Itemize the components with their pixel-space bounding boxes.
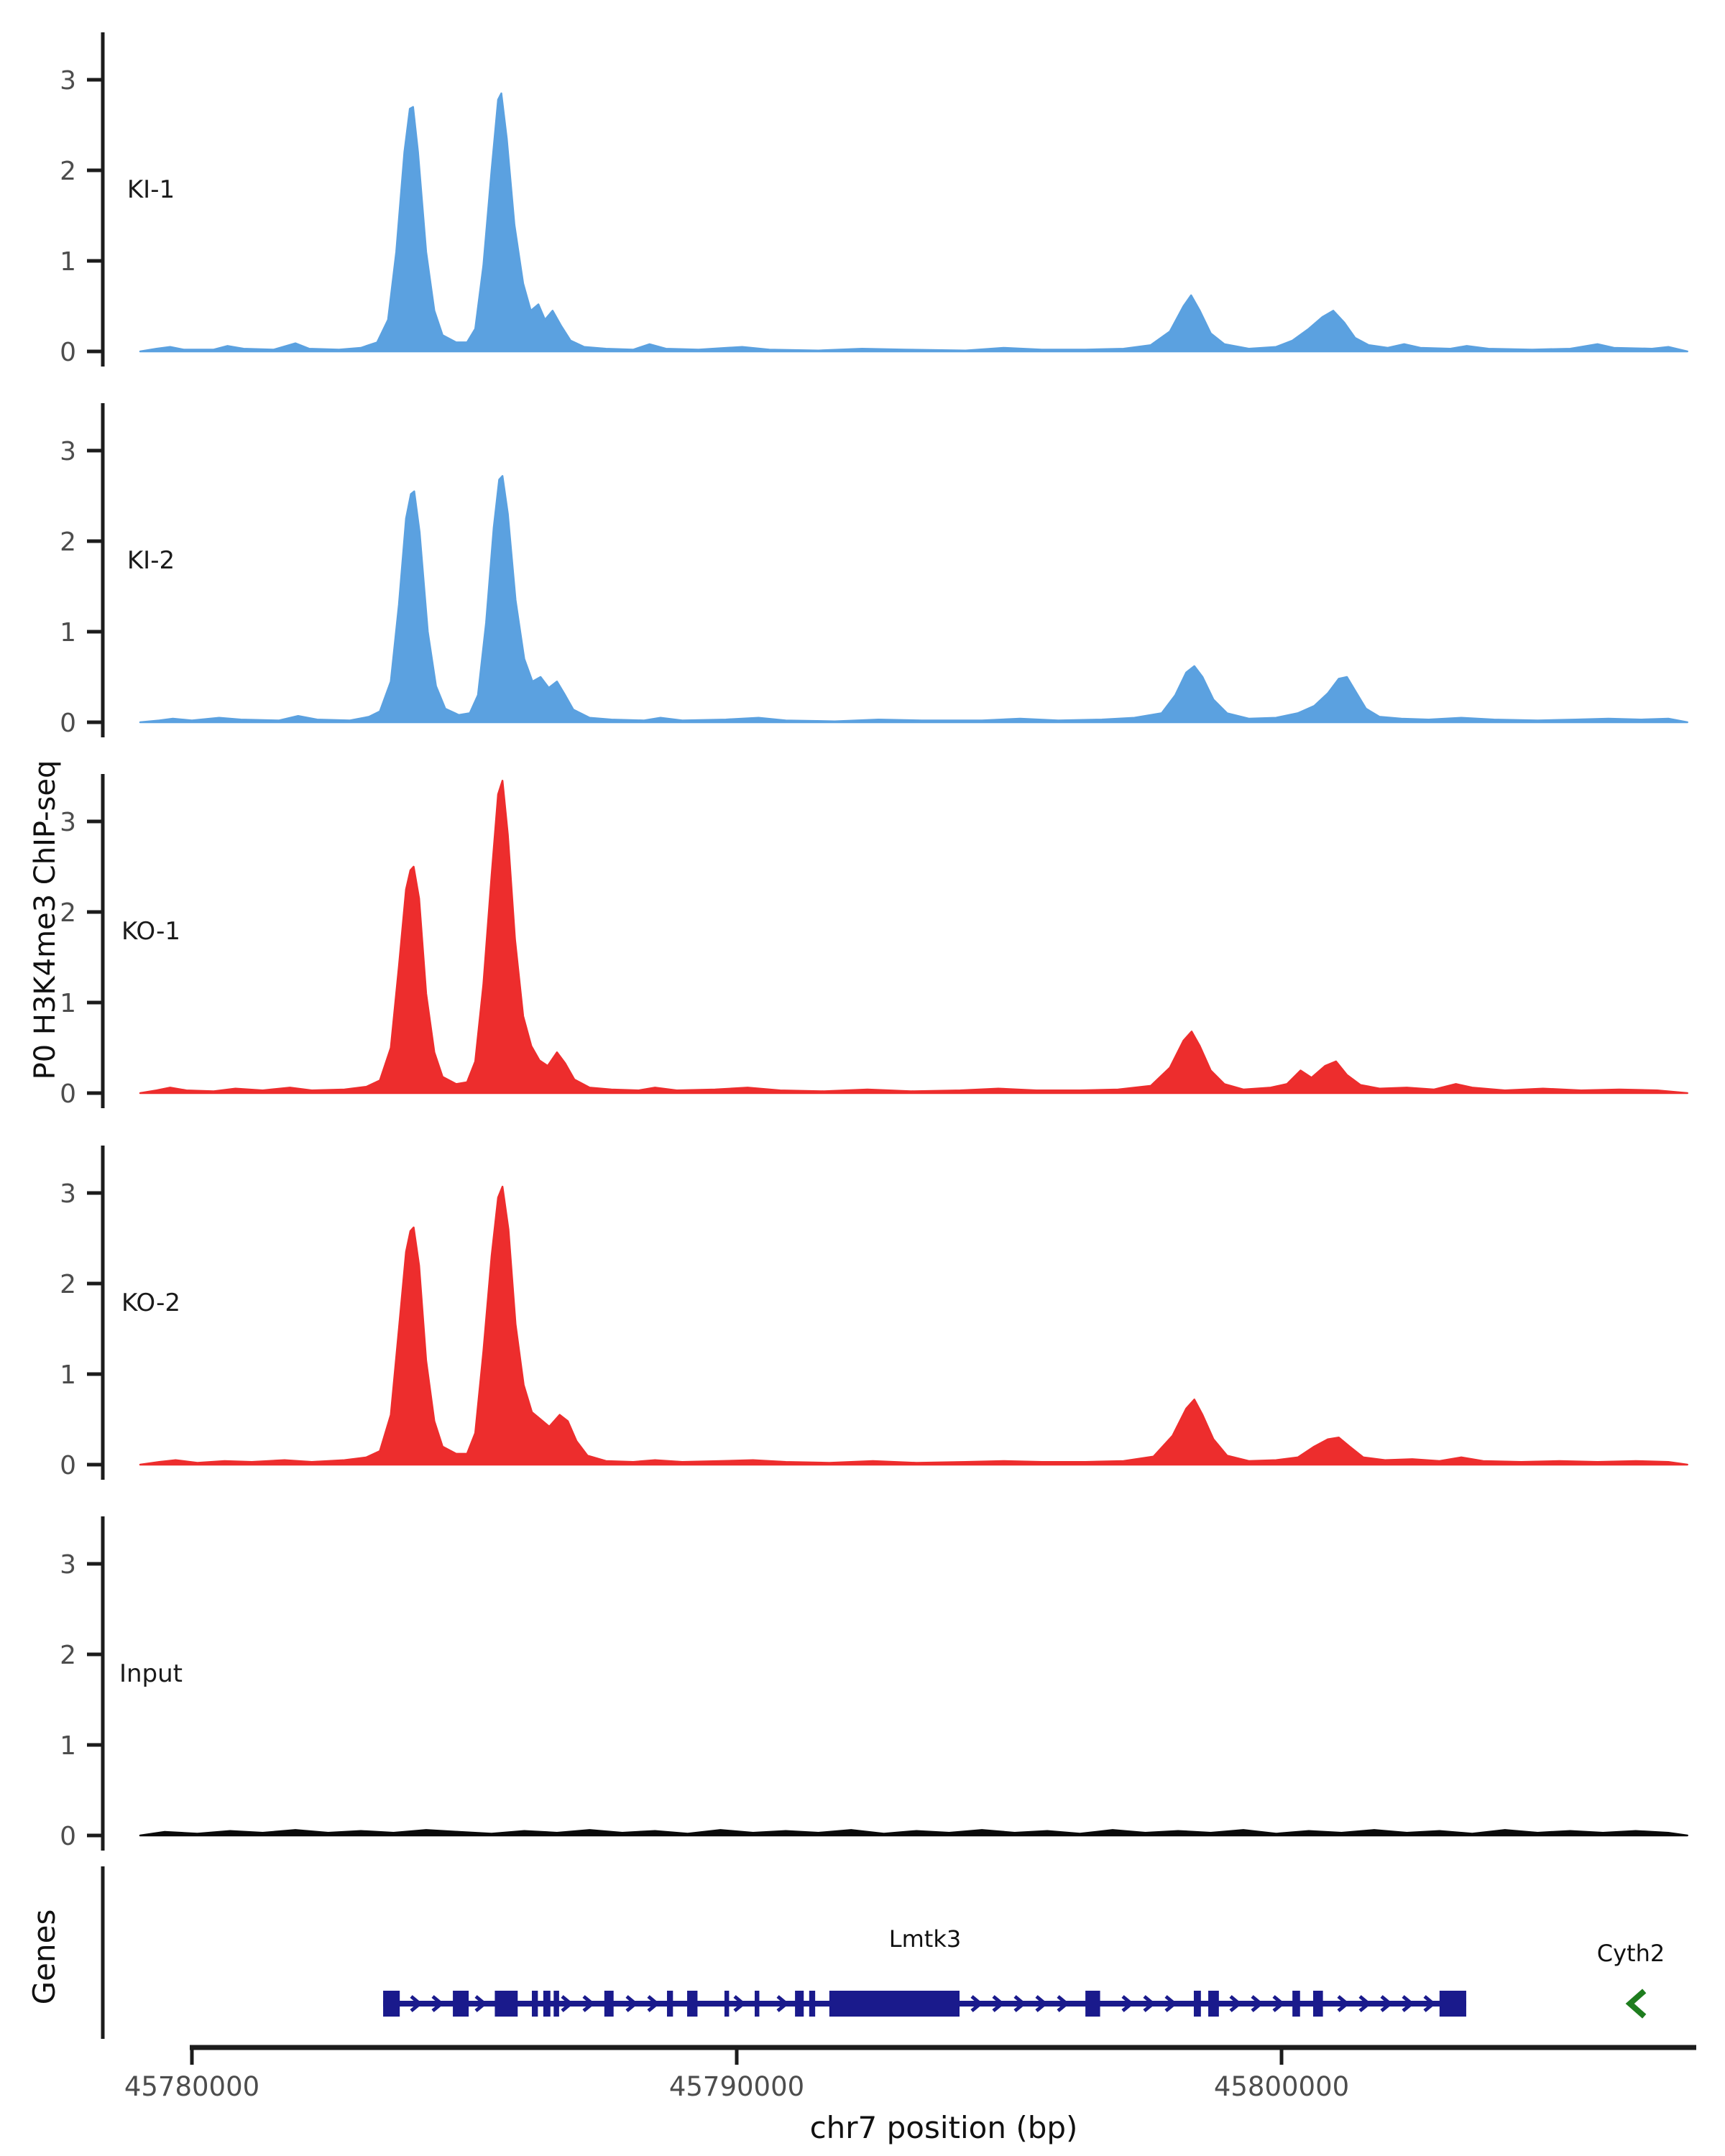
y-tick-label: 0 — [60, 709, 76, 738]
signal-area-ki-1 — [139, 92, 1688, 353]
strand-arrow-forward-icon — [1272, 1995, 1285, 2012]
exon-block — [1312, 1991, 1323, 2017]
strand-arrow-forward-icon — [1057, 1995, 1070, 2012]
strand-arrow-forward-icon — [582, 1995, 595, 2012]
strand-arrow-forward-icon — [1380, 1995, 1393, 2012]
y-tick-label: 1 — [60, 247, 76, 277]
strand-arrow-forward-icon — [1423, 1995, 1436, 2012]
exon-block — [1439, 1991, 1466, 2017]
strand-arrow-forward-icon — [970, 1995, 983, 2012]
x-tick-label-45800000: 45800000 — [1213, 2071, 1350, 2102]
strand-arrow-forward-icon — [561, 1995, 574, 2012]
y-tick-label: 3 — [60, 1179, 76, 1209]
exon-block — [1208, 1991, 1219, 2017]
signal-area-ki-2 — [139, 475, 1688, 724]
y-tick-label: 2 — [60, 1641, 76, 1670]
x-axis-title: chr7 position (bp) — [809, 2110, 1078, 2145]
strand-arrow-forward-icon — [1164, 1995, 1177, 2012]
track-label-ki-1: KI-1 — [126, 175, 175, 204]
exon-block — [543, 1991, 551, 2017]
y-tick-label: 0 — [60, 338, 76, 367]
y-tick-label: 0 — [60, 1451, 76, 1480]
y-tick-label: 3 — [60, 66, 76, 96]
x-tick-label-45790000: 45790000 — [668, 2071, 805, 2102]
exon-block — [604, 1991, 614, 2017]
exon-block — [383, 1991, 400, 2017]
strand-arrow-forward-icon — [1143, 1995, 1156, 2012]
y-tick-label: 1 — [60, 989, 76, 1018]
strand-arrow-forward-icon — [1035, 1995, 1048, 2012]
strand-arrow-forward-icon — [733, 1995, 746, 2012]
x-tick-label-45780000: 45780000 — [124, 2071, 260, 2102]
signal-area-ko-1 — [139, 780, 1688, 1095]
exon-block — [1292, 1991, 1300, 2017]
strand-arrow-forward-icon — [1121, 1995, 1134, 2012]
y-tick-label: 2 — [60, 528, 76, 557]
y-tick-label: 3 — [60, 808, 76, 837]
strand-arrow-forward-icon — [1251, 1995, 1264, 2012]
y-tick-label: 2 — [60, 157, 76, 186]
gene-label-lmtk3: Lmtk3 — [888, 1925, 962, 1953]
exon-block — [687, 1991, 698, 2017]
strand-arrow-forward-icon — [1337, 1995, 1350, 2012]
y-axis-title: P0 H3K4me3 ChIP-seq — [29, 760, 62, 1080]
exon-block — [1193, 1991, 1201, 2017]
track-label-ko-1: KO-1 — [121, 917, 181, 946]
y-tick-label: 3 — [60, 437, 76, 466]
y-tick-label: 1 — [60, 618, 76, 648]
y-tick-label: 2 — [60, 1270, 76, 1299]
y-tick-label: 2 — [60, 898, 76, 928]
exon-block — [809, 1991, 816, 2017]
strand-arrow-forward-icon — [1402, 1995, 1414, 2012]
y-tick-label: 0 — [60, 1822, 76, 1851]
strand-arrow-forward-icon — [1229, 1995, 1242, 2012]
strand-arrow-forward-icon — [474, 1995, 487, 2012]
exon-block — [494, 1991, 518, 2017]
y-tick-label: 1 — [60, 1360, 76, 1390]
y-tick-label: 0 — [60, 1079, 76, 1109]
y-tick-label: 1 — [60, 1731, 76, 1761]
exon-block — [531, 1991, 538, 2017]
track-label-input: Input — [119, 1659, 183, 1688]
strand-arrow-forward-icon — [776, 1995, 789, 2012]
strand-arrow-forward-icon — [647, 1995, 660, 2012]
y-tick-label: 3 — [60, 1550, 76, 1580]
exon-block — [724, 1991, 730, 2017]
genes-panel-title: Genes — [27, 1909, 62, 2005]
exon-block — [755, 1991, 760, 2017]
track-label-ki-2: KI-2 — [126, 546, 175, 575]
signal-area-input — [139, 1829, 1688, 1837]
exon-block — [1085, 1991, 1100, 2017]
track-label-ko-2: KO-2 — [121, 1289, 181, 1317]
strand-arrow-forward-icon — [431, 1995, 444, 2012]
gene-label-cyth2: Cyth2 — [1596, 1940, 1665, 1967]
exon-block — [795, 1991, 804, 2017]
strand-arrow-reverse-icon — [1625, 1989, 1647, 2019]
signal-area-ko-2 — [139, 1185, 1688, 1466]
exon-block — [553, 1991, 559, 2017]
strand-arrow-forward-icon — [992, 1995, 1005, 2012]
strand-arrow-forward-icon — [1358, 1995, 1371, 2012]
strand-arrow-forward-icon — [625, 1995, 638, 2012]
exon-block — [829, 1991, 960, 2017]
strand-arrow-forward-icon — [1013, 1995, 1026, 2012]
exon-block — [666, 1991, 673, 2017]
exon-block — [453, 1991, 469, 2017]
strand-arrow-forward-icon — [410, 1995, 423, 2012]
